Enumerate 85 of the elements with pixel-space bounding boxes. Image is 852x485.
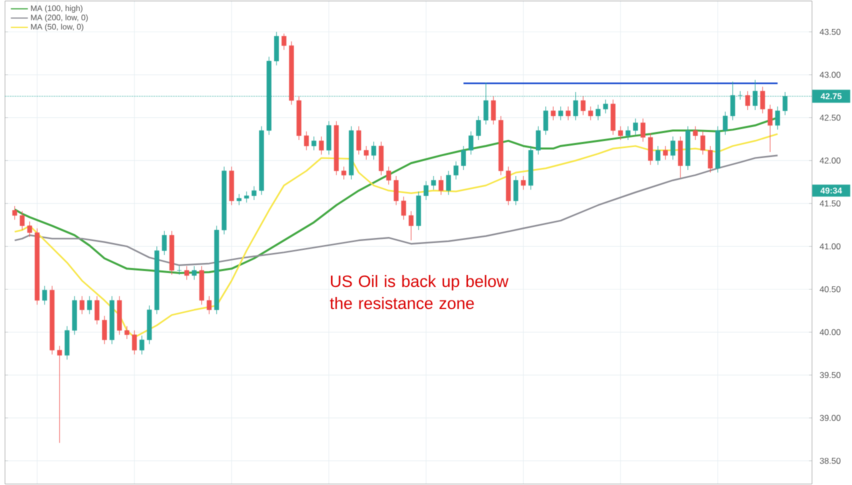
- candlestick: [57, 346, 62, 444]
- candlestick: [775, 106, 780, 130]
- candlestick: [536, 126, 541, 155]
- candlestick: [663, 146, 668, 160]
- candlestick: [386, 166, 392, 185]
- candlestick: [206, 296, 212, 314]
- candlestick: [626, 126, 630, 140]
- legend-label: MA (50, low, 0): [31, 24, 84, 32]
- candlestick: [94, 296, 100, 325]
- candlestick: [768, 104, 773, 152]
- candlestick: [394, 176, 399, 206]
- candlestick: [408, 210, 414, 241]
- y-tick-label: 43.50: [820, 28, 840, 35]
- candlestick: [401, 196, 406, 220]
- candlestick: [312, 136, 316, 151]
- candlestick: [318, 136, 324, 155]
- line-series: [14, 154, 778, 266]
- candlestick: [708, 146, 713, 173]
- y-tick-label: 41.50: [820, 200, 840, 206]
- candlestick: [20, 210, 25, 230]
- candlestick: [282, 33, 286, 50]
- candlestick: [760, 86, 766, 114]
- candlestick: [520, 176, 526, 190]
- candlestick: [461, 146, 466, 170]
- candlestick: [476, 116, 481, 140]
- candlestick: [438, 176, 444, 196]
- y-tick-label: 40.50: [820, 286, 840, 292]
- candlestick: [722, 111, 728, 136]
- candlestick: [424, 180, 428, 200]
- legend-label: MA (100, high): [31, 5, 82, 13]
- candlestick: [491, 96, 496, 125]
- candlestick: [468, 131, 474, 155]
- candlestick: [633, 118, 638, 136]
- candlestick: [618, 126, 623, 140]
- candlestick: [42, 286, 48, 305]
- candlestick: [745, 90, 750, 110]
- candlestick: [640, 118, 646, 142]
- candlestick: [12, 206, 18, 220]
- candlestick: [252, 186, 256, 200]
- candlestick: [87, 296, 92, 314]
- y-tick-label: 43.00: [820, 72, 840, 78]
- candlestick: [341, 166, 346, 180]
- candlestick: [656, 146, 660, 166]
- candlestick: [27, 221, 32, 238]
- legend-label: MA (200, low, 0): [31, 14, 88, 22]
- y-tick-label: 38.50: [820, 458, 840, 464]
- candlestick: [588, 106, 594, 121]
- annotation: US Oil is back up below the resistance zone: [330, 275, 509, 310]
- candlestick: [596, 104, 600, 121]
- candlestick: [700, 131, 706, 155]
- candlestick: [431, 176, 436, 190]
- candlestick: [670, 136, 676, 160]
- candlestick: [648, 132, 653, 166]
- candlestick: [184, 266, 190, 280]
- candlestick: [543, 106, 548, 136]
- candlestick: [132, 330, 137, 355]
- y-tick-label: 42.00: [820, 158, 840, 164]
- candlestick: [371, 141, 376, 160]
- candlestick: [603, 99, 608, 114]
- ref-line-label: 42.75: [820, 93, 842, 100]
- candlestick: [580, 96, 586, 116]
- text: 49:34: [820, 188, 842, 194]
- candlestick: [244, 191, 249, 203]
- y-tick-label: 40.00: [820, 329, 840, 336]
- candlestick: [192, 266, 197, 280]
- candlestick: [692, 126, 698, 140]
- y-tick-label: 39.50: [820, 372, 840, 378]
- candlestick: [364, 146, 369, 160]
- candlestick: [513, 176, 518, 206]
- y-tick-label: 39.00: [820, 414, 840, 421]
- candlestick: [446, 170, 451, 196]
- candlestick: [304, 131, 309, 151]
- candlestick: [80, 296, 84, 314]
- candlestick: [236, 194, 242, 206]
- candlestick: [558, 106, 564, 121]
- candlestick: [102, 316, 107, 344]
- candlestick: [356, 126, 362, 155]
- y-tick-label: 41.00: [820, 243, 840, 250]
- candlestick: [454, 161, 458, 180]
- candlestick: [566, 106, 571, 121]
- y-tick-label: 42.50: [820, 114, 840, 121]
- candlestick: [124, 326, 130, 340]
- candlestick: [162, 230, 167, 256]
- candlestick: [139, 335, 144, 355]
- candlestick: [550, 106, 556, 121]
